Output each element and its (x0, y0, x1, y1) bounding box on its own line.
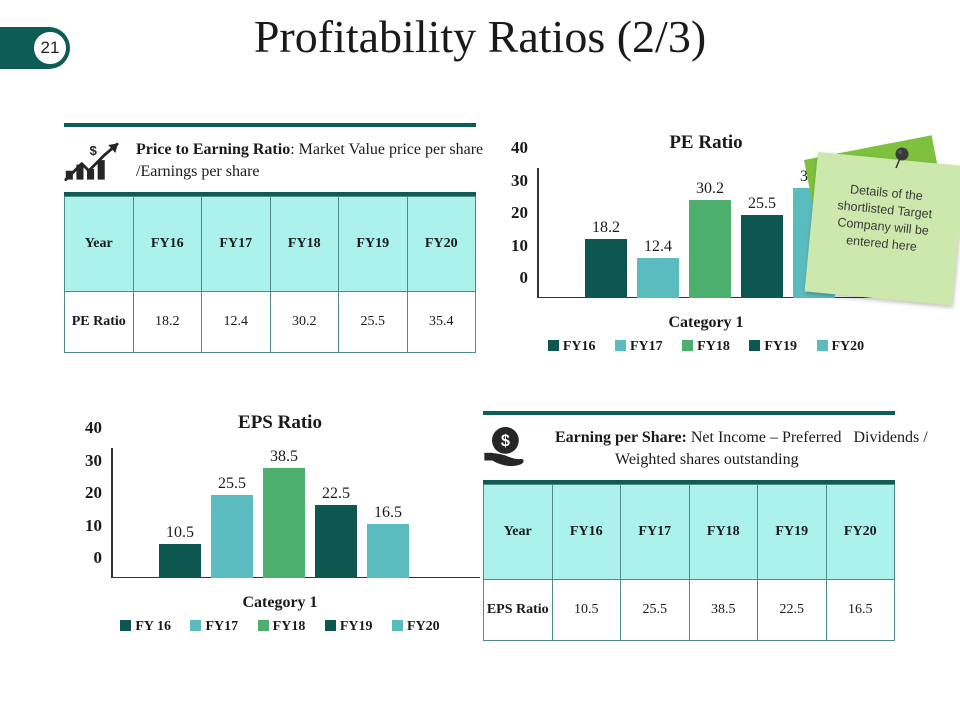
svg-text:$: $ (90, 143, 98, 158)
svg-text:$: $ (501, 432, 510, 450)
